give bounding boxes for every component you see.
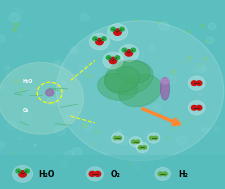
Circle shape [109, 57, 116, 64]
Circle shape [153, 136, 157, 140]
Circle shape [158, 172, 162, 176]
Circle shape [203, 57, 207, 60]
Circle shape [213, 127, 220, 132]
Circle shape [85, 74, 89, 77]
Circle shape [142, 146, 146, 149]
Circle shape [25, 169, 29, 173]
Circle shape [196, 105, 201, 110]
Ellipse shape [116, 60, 150, 83]
Circle shape [191, 105, 196, 110]
Circle shape [95, 131, 98, 134]
Circle shape [127, 163, 130, 166]
Circle shape [0, 36, 6, 43]
Circle shape [65, 83, 72, 88]
Circle shape [138, 146, 142, 149]
Ellipse shape [160, 77, 169, 85]
Ellipse shape [160, 77, 169, 100]
Circle shape [199, 63, 203, 67]
Circle shape [106, 56, 110, 59]
Circle shape [19, 138, 21, 140]
Text: H₂O: H₂O [22, 79, 33, 84]
Circle shape [143, 155, 146, 158]
Circle shape [120, 60, 125, 64]
Circle shape [115, 56, 119, 59]
Circle shape [198, 93, 201, 96]
Circle shape [54, 126, 65, 136]
Circle shape [27, 87, 38, 96]
Circle shape [19, 171, 26, 177]
Circle shape [45, 89, 54, 96]
Circle shape [79, 65, 87, 72]
Text: H₂O: H₂O [38, 170, 54, 179]
Circle shape [135, 167, 138, 170]
Circle shape [199, 24, 204, 28]
Circle shape [187, 101, 204, 115]
Circle shape [89, 171, 95, 176]
Circle shape [20, 88, 24, 91]
Circle shape [14, 22, 19, 27]
Circle shape [93, 143, 95, 145]
Circle shape [68, 80, 70, 82]
Circle shape [183, 62, 186, 65]
Circle shape [162, 172, 166, 176]
Circle shape [142, 130, 151, 138]
Circle shape [196, 81, 201, 85]
Circle shape [201, 128, 207, 132]
Circle shape [150, 104, 161, 112]
Circle shape [135, 142, 148, 153]
Circle shape [56, 21, 223, 161]
FancyBboxPatch shape [0, 155, 225, 189]
Circle shape [16, 169, 20, 173]
Circle shape [117, 136, 128, 145]
Ellipse shape [118, 75, 161, 107]
Circle shape [92, 37, 97, 40]
Circle shape [113, 29, 121, 35]
Circle shape [187, 76, 204, 90]
Circle shape [34, 144, 36, 146]
Ellipse shape [104, 60, 153, 95]
Circle shape [0, 141, 5, 147]
Circle shape [118, 130, 121, 132]
Circle shape [4, 66, 10, 70]
Circle shape [110, 27, 115, 31]
Circle shape [111, 133, 123, 143]
Circle shape [147, 133, 159, 143]
Circle shape [119, 27, 124, 31]
Circle shape [196, 65, 205, 73]
Circle shape [124, 50, 132, 56]
Circle shape [13, 28, 16, 31]
Circle shape [72, 147, 82, 156]
Circle shape [82, 124, 86, 128]
Ellipse shape [104, 67, 139, 92]
Circle shape [86, 167, 103, 181]
Ellipse shape [97, 73, 137, 101]
Circle shape [118, 44, 138, 61]
Circle shape [131, 140, 135, 143]
Circle shape [165, 136, 169, 139]
Circle shape [90, 75, 94, 79]
Circle shape [158, 22, 169, 30]
Circle shape [144, 145, 146, 146]
Circle shape [9, 13, 20, 22]
Circle shape [191, 81, 196, 85]
Circle shape [111, 130, 119, 137]
Circle shape [114, 55, 119, 60]
Circle shape [116, 100, 119, 102]
Circle shape [12, 165, 33, 182]
Text: O₂: O₂ [22, 108, 29, 112]
Circle shape [171, 128, 174, 131]
Circle shape [146, 77, 149, 80]
Circle shape [154, 167, 170, 180]
Circle shape [187, 56, 191, 60]
Circle shape [177, 115, 179, 117]
Circle shape [95, 38, 103, 45]
Circle shape [129, 136, 141, 147]
Circle shape [101, 37, 106, 40]
Circle shape [94, 171, 100, 176]
Circle shape [185, 30, 189, 33]
Circle shape [80, 14, 89, 21]
Circle shape [12, 8, 21, 15]
Circle shape [59, 163, 67, 170]
Circle shape [176, 136, 186, 144]
